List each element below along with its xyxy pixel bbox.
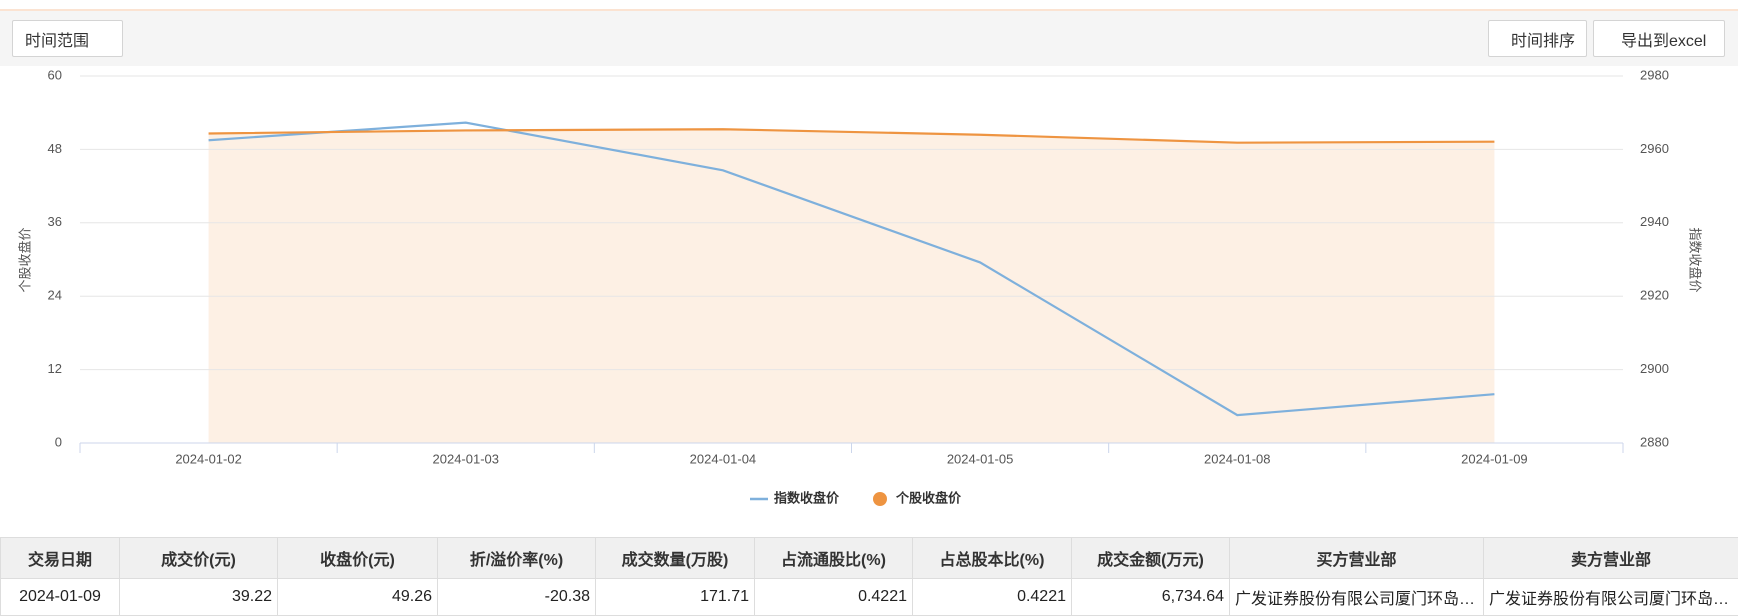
y-axis-title: 个股收盘价 — [17, 227, 32, 292]
y-tick-label: 0 — [55, 434, 62, 449]
header-cell: 占流通股比(%) — [755, 538, 913, 579]
header-cell: 折/溢价率(%) — [438, 538, 596, 579]
y-tick-label: 12 — [48, 361, 62, 376]
header-row: 交易日期成交价(元)收盘价(元)折/溢价率(%)成交数量(万股)占流通股比(%)… — [1, 538, 1738, 579]
y2-tick-label: 2980 — [1640, 67, 1669, 82]
cell: 49.26 — [278, 579, 438, 616]
x-tick-label: 2024-01-04 — [690, 451, 757, 466]
legend-swatch — [873, 492, 887, 506]
export-button[interactable]: 导出到excel — [1593, 20, 1725, 57]
header-cell: 收盘价(元) — [278, 538, 438, 579]
cell: 2024-01-09 — [1, 579, 120, 616]
cell: 0.4221 — [755, 579, 913, 616]
range-select[interactable]: 时间范围 — [12, 20, 123, 57]
legend-label: 指数收盘价 — [774, 490, 840, 505]
y-tick-label: 24 — [48, 288, 62, 303]
cell: 6,734.64 — [1072, 579, 1230, 616]
y-tick-label: 60 — [48, 67, 62, 82]
toolbar: 时间范围 时间排序 导出到excel — [0, 11, 1738, 66]
area — [209, 129, 1495, 443]
y2-tick-label: 2920 — [1640, 288, 1669, 303]
data-table: 交易日期成交价(元)收盘价(元)折/溢价率(%)成交数量(万股)占流通股比(%)… — [0, 537, 1738, 616]
y2-tick-label: 2940 — [1640, 214, 1669, 229]
sort-button[interactable]: 时间排序 — [1488, 20, 1587, 57]
cell: -20.38 — [438, 579, 596, 616]
x-tick-label: 2024-01-02 — [175, 451, 242, 466]
cell: 广发证券股份有限公司厦门环岛东路证券营业部 — [1230, 579, 1484, 616]
header-cell: 交易日期 — [1, 538, 120, 579]
header-cell: 成交金额(万元) — [1072, 538, 1230, 579]
x-tick-label: 2024-01-08 — [1204, 451, 1271, 466]
header-strip — [0, 0, 1738, 11]
y2-tick-label: 2880 — [1640, 434, 1669, 449]
cell: 广发证券股份有限公司厦门环岛东路证券营业部 — [1484, 579, 1738, 616]
chart: 0 12 24 36 48 60 2880 2900 2920 2940 2960 2980 个股收盘价… — [0, 66, 1738, 537]
header-cell: 成交数量(万股) — [596, 538, 755, 579]
header-cell: 占总股本比(%) — [913, 538, 1072, 579]
cell: 0.4221 — [913, 579, 1072, 616]
x-tick-label: 2024-01-05 — [947, 451, 1014, 466]
header-cell: 买方营业部 — [1230, 538, 1484, 579]
y2-axis-title: 指数收盘价 — [1688, 227, 1703, 292]
header-cell: 成交价(元) — [120, 538, 278, 579]
y-tick-label: 48 — [48, 141, 62, 156]
cell: 39.22 — [120, 579, 278, 616]
cell: 171.71 — [596, 579, 755, 616]
header-cell: 卖方营业部 — [1484, 538, 1738, 579]
x-tick-label: 2024-01-03 — [433, 451, 500, 466]
legend-label: 个股收盘价 — [895, 490, 962, 505]
y-tick-label: 36 — [48, 214, 62, 229]
y2-tick-label: 2960 — [1640, 141, 1669, 156]
y2-tick-label: 2900 — [1640, 361, 1669, 376]
x-tick-label: 2024-01-09 — [1461, 451, 1528, 466]
